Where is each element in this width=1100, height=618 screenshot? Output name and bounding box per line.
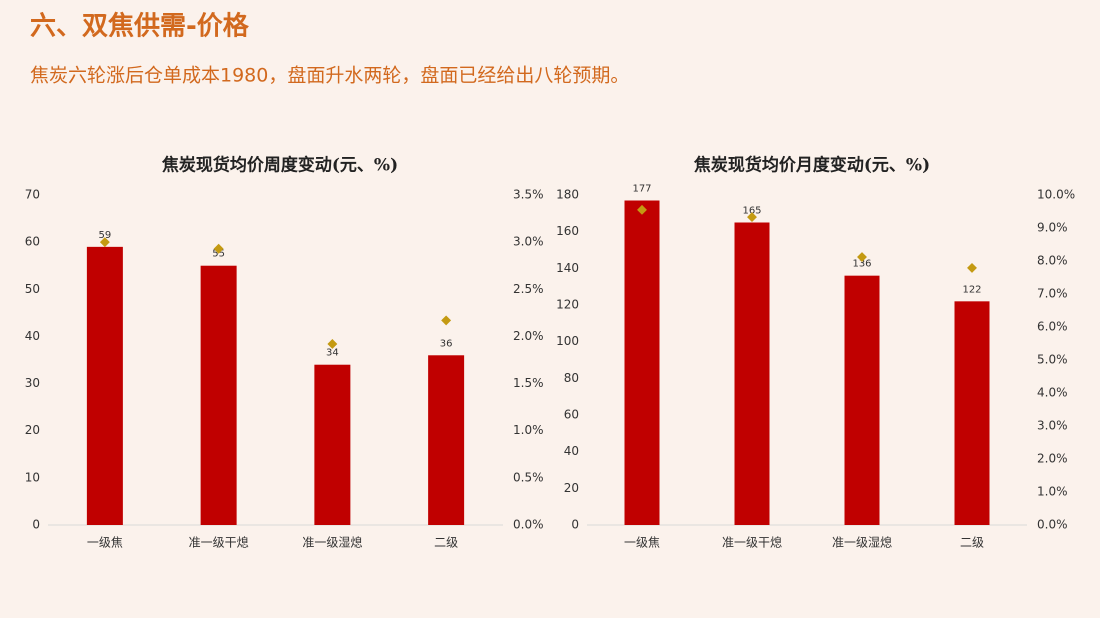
y-tick-label: 70 <box>25 188 40 202</box>
y2-tick-label: 1.0% <box>513 423 544 437</box>
bar <box>954 301 990 525</box>
y2-tick-label: 2.5% <box>513 282 544 296</box>
data-label: 36 <box>440 338 453 349</box>
slide-title: 六、双焦供需-价格 <box>30 11 250 42</box>
bar <box>624 200 660 525</box>
y2-tick-label: 2.0% <box>513 329 544 343</box>
y2-tick-label: 5.0% <box>1037 353 1068 367</box>
data-label: 136 <box>852 259 871 270</box>
y-tick-label: 180 <box>556 188 579 202</box>
y-tick-label: 160 <box>556 224 579 238</box>
slide-subtitle: 焦炭六轮涨后仓单成本1980，盘面升水两轮，盘面已经给出八轮预期。 <box>30 65 629 87</box>
y2-tick-label: 3.5% <box>513 188 544 202</box>
y-tick-label: 50 <box>25 282 40 296</box>
marker <box>327 339 338 349</box>
marker <box>637 204 647 215</box>
y-tick-label: 0 <box>32 518 40 532</box>
data-label: 34 <box>326 348 339 359</box>
y-tick-label: 120 <box>556 298 579 312</box>
bar <box>734 222 770 525</box>
bar <box>86 246 123 525</box>
y2-tick-label: 10.0% <box>1037 188 1075 202</box>
y-tick-label: 80 <box>564 371 579 385</box>
y-tick-label: 60 <box>25 235 40 249</box>
y2-tick-label: 3.0% <box>513 235 544 249</box>
y2-tick-label: 9.0% <box>1037 221 1068 235</box>
y2-tick-label: 1.0% <box>1037 485 1068 499</box>
y2-tick-label: 0.5% <box>513 470 544 484</box>
marker <box>747 212 757 223</box>
y2-tick-label: 0.0% <box>1037 518 1068 532</box>
y2-tick-label: 2.0% <box>1037 452 1068 466</box>
y-tick-label: 20 <box>564 481 579 495</box>
x-tick-label: 准一级湿熄 <box>302 535 362 550</box>
x-tick-label: 准一级干熄 <box>722 536 782 550</box>
y2-tick-label: 3.0% <box>1037 419 1068 433</box>
marker <box>967 262 977 273</box>
bar <box>200 265 237 525</box>
x-tick-label: 二级 <box>434 536 458 550</box>
x-tick-label: 一级焦 <box>624 536 660 550</box>
y-tick-label: 20 <box>25 423 40 437</box>
y2-tick-label: 6.0% <box>1037 320 1068 334</box>
y2-tick-label: 0.0% <box>513 518 544 532</box>
marker <box>441 315 452 326</box>
data-label: 55 <box>212 249 225 260</box>
chart-title: 焦炭现货均价月度变动(元、%) <box>693 155 930 176</box>
y-tick-label: 40 <box>25 329 40 343</box>
bar <box>428 355 465 525</box>
y2-tick-label: 8.0% <box>1037 254 1068 268</box>
y-tick-label: 140 <box>556 261 579 275</box>
x-tick-label: 一级焦 <box>87 536 123 550</box>
marker <box>213 243 224 254</box>
data-label: 59 <box>99 230 112 241</box>
data-label: 165 <box>742 206 761 217</box>
chart-title: 焦炭现货均价周度变动(元、%) <box>161 155 398 176</box>
y2-tick-label: 4.0% <box>1037 386 1068 400</box>
y-tick-label: 100 <box>556 334 579 348</box>
x-tick-label: 准一级湿熄 <box>832 535 892 550</box>
x-tick-label: 准一级干熄 <box>189 536 249 550</box>
y-tick-label: 60 <box>564 408 579 422</box>
y2-tick-label: 1.5% <box>513 376 544 390</box>
data-label: 122 <box>962 284 981 295</box>
y-tick-label: 40 <box>564 444 579 458</box>
y-tick-label: 0 <box>571 518 579 532</box>
bar <box>314 364 351 525</box>
y2-tick-label: 7.0% <box>1037 287 1068 301</box>
data-label: 177 <box>632 184 651 195</box>
marker <box>99 237 110 248</box>
y-tick-label: 10 <box>25 470 40 484</box>
bar <box>844 275 880 525</box>
y-tick-label: 30 <box>25 376 40 390</box>
x-tick-label: 二级 <box>960 536 984 550</box>
